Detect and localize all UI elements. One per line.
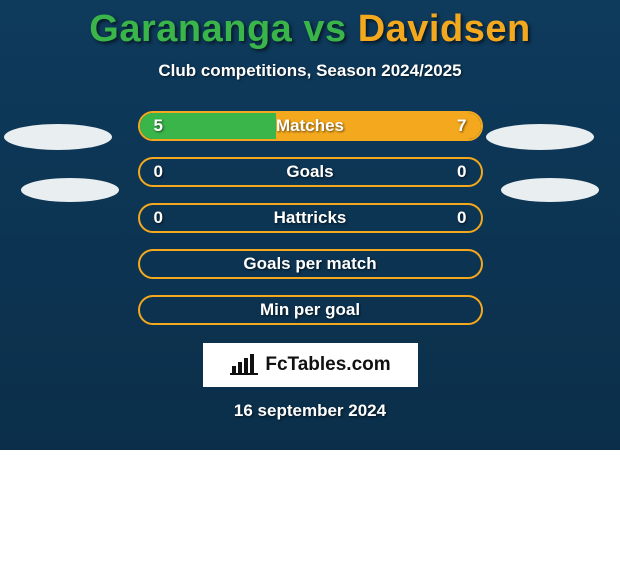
decorative-ellipse xyxy=(486,124,594,150)
stat-row: Min per goal xyxy=(138,295,483,325)
stat-label: Goals xyxy=(286,162,333,182)
stat-row: Hattricks 0 0 xyxy=(138,203,483,233)
stat-row: Goals 0 0 xyxy=(138,157,483,187)
subtitle: Club competitions, Season 2024/2025 xyxy=(0,61,620,81)
stat-label: Goals per match xyxy=(243,254,376,274)
stat-row: Goals per match xyxy=(138,249,483,279)
comparison-card: Garananga vs Davidsen Club competitions,… xyxy=(0,0,620,450)
stat-value-left: 5 xyxy=(154,116,163,136)
stat-value-left: 0 xyxy=(154,162,163,182)
decorative-ellipse xyxy=(21,178,119,202)
page-title: Garananga vs Davidsen xyxy=(0,0,620,51)
barchart-icon xyxy=(229,354,259,376)
decorative-ellipse xyxy=(501,178,599,202)
title-vs: vs xyxy=(292,8,357,50)
stat-value-right: 0 xyxy=(457,162,466,182)
stat-value-right: 7 xyxy=(457,116,466,136)
stat-row: Matches 5 7 xyxy=(138,111,483,141)
title-player1: Garananga xyxy=(89,8,292,50)
stat-value-right: 0 xyxy=(457,208,466,228)
stat-label: Matches xyxy=(276,116,344,136)
stat-value-left: 0 xyxy=(154,208,163,228)
logo-text: FcTables.com xyxy=(265,354,390,376)
decorative-ellipse xyxy=(4,124,112,150)
logo-box: FcTables.com xyxy=(203,343,418,387)
date: 16 september 2024 xyxy=(0,401,620,421)
title-player2: Davidsen xyxy=(358,8,531,50)
stat-label: Min per goal xyxy=(260,300,360,320)
stat-label: Hattricks xyxy=(274,208,347,228)
